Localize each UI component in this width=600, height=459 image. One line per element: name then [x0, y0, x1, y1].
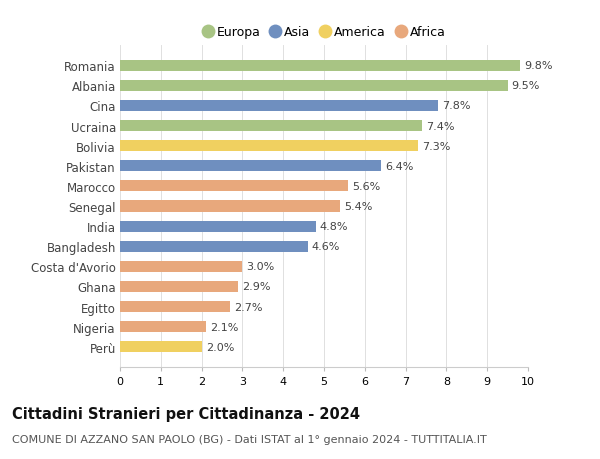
- Text: 2.7%: 2.7%: [234, 302, 263, 312]
- Text: 7.4%: 7.4%: [426, 121, 455, 131]
- Text: 5.6%: 5.6%: [353, 181, 381, 191]
- Bar: [120, 101, 438, 112]
- Text: 9.8%: 9.8%: [524, 61, 553, 71]
- Text: 5.4%: 5.4%: [344, 202, 373, 212]
- Bar: [120, 61, 520, 72]
- Bar: [120, 341, 202, 353]
- Bar: [120, 161, 381, 172]
- Text: 2.1%: 2.1%: [210, 322, 238, 332]
- Text: COMUNE DI AZZANO SAN PAOLO (BG) - Dati ISTAT al 1° gennaio 2024 - TUTTITALIA.IT: COMUNE DI AZZANO SAN PAOLO (BG) - Dati I…: [12, 434, 487, 444]
- Text: 7.3%: 7.3%: [422, 141, 450, 151]
- Text: 3.0%: 3.0%: [247, 262, 275, 272]
- Bar: [120, 321, 206, 332]
- Bar: [120, 201, 340, 212]
- Bar: [120, 141, 418, 152]
- Text: Cittadini Stranieri per Cittadinanza - 2024: Cittadini Stranieri per Cittadinanza - 2…: [12, 406, 360, 421]
- Bar: [120, 181, 349, 192]
- Bar: [120, 241, 308, 252]
- Bar: [120, 302, 230, 313]
- Text: 2.0%: 2.0%: [206, 342, 234, 352]
- Bar: [120, 261, 242, 272]
- Bar: [120, 221, 316, 232]
- Text: 6.4%: 6.4%: [385, 162, 413, 171]
- Text: 2.9%: 2.9%: [242, 282, 271, 292]
- Text: 4.6%: 4.6%: [312, 242, 340, 252]
- Legend: Europa, Asia, America, Africa: Europa, Asia, America, Africa: [203, 27, 445, 39]
- Text: 9.5%: 9.5%: [512, 81, 540, 91]
- Text: 7.8%: 7.8%: [442, 101, 471, 111]
- Bar: [120, 121, 422, 132]
- Bar: [120, 281, 238, 292]
- Bar: [120, 81, 508, 92]
- Text: 4.8%: 4.8%: [320, 222, 349, 232]
